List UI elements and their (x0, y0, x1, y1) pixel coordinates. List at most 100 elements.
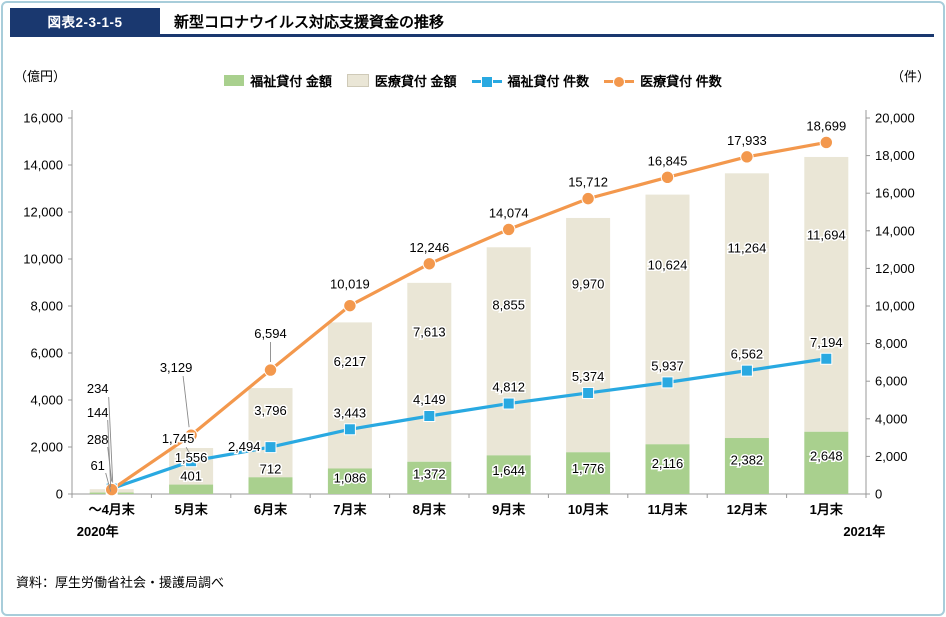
category-label: ～4月末 (89, 502, 136, 517)
line-welfare-count (111, 357, 827, 491)
left-axis-tick-label: 6,000 (30, 346, 63, 361)
right-axis-tick-label: 16,000 (875, 186, 915, 201)
label-welfare-amount: 61 (90, 458, 104, 473)
marker-medical-count (581, 191, 595, 206)
marker-welfare-count (502, 397, 515, 410)
right-axis-tick-label: 20,000 (875, 111, 915, 126)
left-axis-tick-label: 2,000 (30, 440, 63, 455)
left-axis-tick-label: 10,000 (23, 252, 63, 267)
bar-medical-amount (407, 282, 452, 462)
bar-welfare-amount (645, 444, 690, 494)
label-welfare-count: 3,443 (334, 405, 367, 420)
label-welfare-count: 6,562 (731, 347, 764, 362)
leader-line (182, 375, 190, 428)
category-label: 12月末 (727, 502, 768, 517)
category-label: 8月末 (413, 502, 447, 517)
label-welfare-amount: 1,372 (413, 467, 446, 482)
bar-welfare-amount (407, 461, 452, 494)
label-welfare-amount: 1,086 (334, 471, 367, 486)
label-medical-count: 16,845 (648, 153, 688, 168)
bar-welfare-amount (327, 468, 372, 494)
bar-welfare-amount (804, 431, 849, 494)
label-medical-amount: 1,556 (175, 450, 208, 465)
label-medical-amount: 6,217 (334, 354, 367, 369)
figure-title: 新型コロナウイルス対応支援資金の推移 (174, 13, 445, 31)
marker-welfare-count (185, 455, 198, 468)
bar-welfare-amount (248, 477, 293, 494)
legend-item-0: 福祉貸付 金額 (224, 71, 332, 90)
marker-medical-count (263, 363, 278, 377)
label-medical-amount: 11,694 (807, 227, 846, 242)
marker-welfare-count (582, 386, 595, 399)
bar-medical-amount (248, 388, 293, 478)
label-welfare-amount: 2,382 (731, 452, 764, 467)
label-medical-count: 3,129 (160, 360, 193, 375)
bar-medical-amount (327, 322, 372, 469)
bar-welfare-amount (566, 452, 611, 494)
marker-medical-count (819, 135, 833, 150)
category-label: 11月末 (648, 502, 689, 517)
label-welfare-count: 2,494 (228, 439, 261, 454)
category-label: 10月末 (568, 502, 609, 517)
label-medical-amount: 7,613 (413, 325, 446, 340)
left-axis-tick-label: 0 (56, 487, 63, 502)
source-note: 資料：厚生労働省社会・援護局調べ (16, 575, 225, 590)
label-welfare-count: 5,374 (572, 369, 605, 384)
legend-bar-swatch (346, 74, 369, 87)
left-axis-tick-label: 14,000 (23, 158, 63, 173)
bar-medical-amount (724, 173, 769, 439)
right-axis-tick-label: 14,000 (875, 223, 915, 238)
left-axis-tick-label: 12,000 (23, 205, 63, 220)
bar-medical-amount (645, 194, 690, 445)
legend-circle-marker-icon (604, 74, 635, 88)
label-welfare-count: 5,937 (651, 358, 684, 373)
label-medical-amount: 3,796 (254, 403, 287, 418)
legend-label: 福祉貸付 件数 (507, 74, 590, 89)
label-welfare-count: 1,745 (162, 431, 195, 446)
marker-medical-count (740, 150, 754, 164)
figure-number-badge: 図表2-3-1-5 (10, 8, 160, 34)
category-label: 7月末 (333, 502, 367, 517)
right-axis-unit: （件） (890, 69, 930, 84)
line-medical-count (110, 140, 827, 491)
label-medical-count: 18,699 (806, 118, 846, 133)
leader-line (107, 419, 112, 488)
legend-item-3: 医療貸付 件数 (604, 71, 722, 90)
category-label: 9月末 (492, 502, 526, 517)
right-axis-tick-label: 18,000 (875, 148, 915, 163)
right-axis-tick-label: 8,000 (875, 336, 908, 351)
label-medical-count: 12,246 (409, 240, 449, 255)
label-welfare-count: 4,812 (492, 380, 525, 395)
bar-welfare-amount (724, 438, 769, 494)
label-welfare-amount: 712 (260, 461, 282, 476)
right-axis-tick-label: 6,000 (875, 374, 908, 389)
bar-medical-amount (566, 217, 611, 453)
label-medical-count: 10,019 (330, 277, 370, 292)
right-axis-tick-label: 2,000 (875, 449, 908, 464)
label-medical-count: 14,074 (489, 205, 529, 220)
marker-medical-count (343, 298, 357, 313)
label-welfare-amount: 2,648 (810, 449, 843, 464)
year-label: 2020年 (77, 524, 119, 539)
category-label: 6月末 (254, 502, 288, 517)
label-welfare-count: 288 (87, 432, 109, 447)
marker-medical-count (422, 257, 436, 271)
marker-welfare-count (423, 409, 436, 422)
label-welfare-amount: 1,644 (492, 463, 525, 478)
bar-welfare-amount (486, 455, 531, 494)
leader-line (105, 472, 112, 492)
chart-legend: 福祉貸付 金額 医療貸付 金額 福祉貸付 件数 医療貸付 件数 (0, 71, 946, 90)
label-medical-amount: 11,264 (728, 241, 767, 256)
marker-welfare-count (343, 423, 356, 436)
marker-welfare-count (264, 441, 277, 454)
left-axis-tick-label: 4,000 (30, 393, 63, 408)
bar-medical-amount (486, 247, 531, 456)
legend-label: 医療貸付 件数 (640, 74, 722, 89)
left-axis-tick-label: 16,000 (23, 111, 63, 126)
bar-welfare-amount (169, 484, 214, 494)
legend-label: 医療貸付 金額 (374, 74, 457, 89)
right-axis-tick-label: 0 (875, 487, 882, 502)
label-welfare-amount: 1,776 (572, 461, 605, 476)
label-medical-amount: 10,624 (648, 258, 688, 273)
